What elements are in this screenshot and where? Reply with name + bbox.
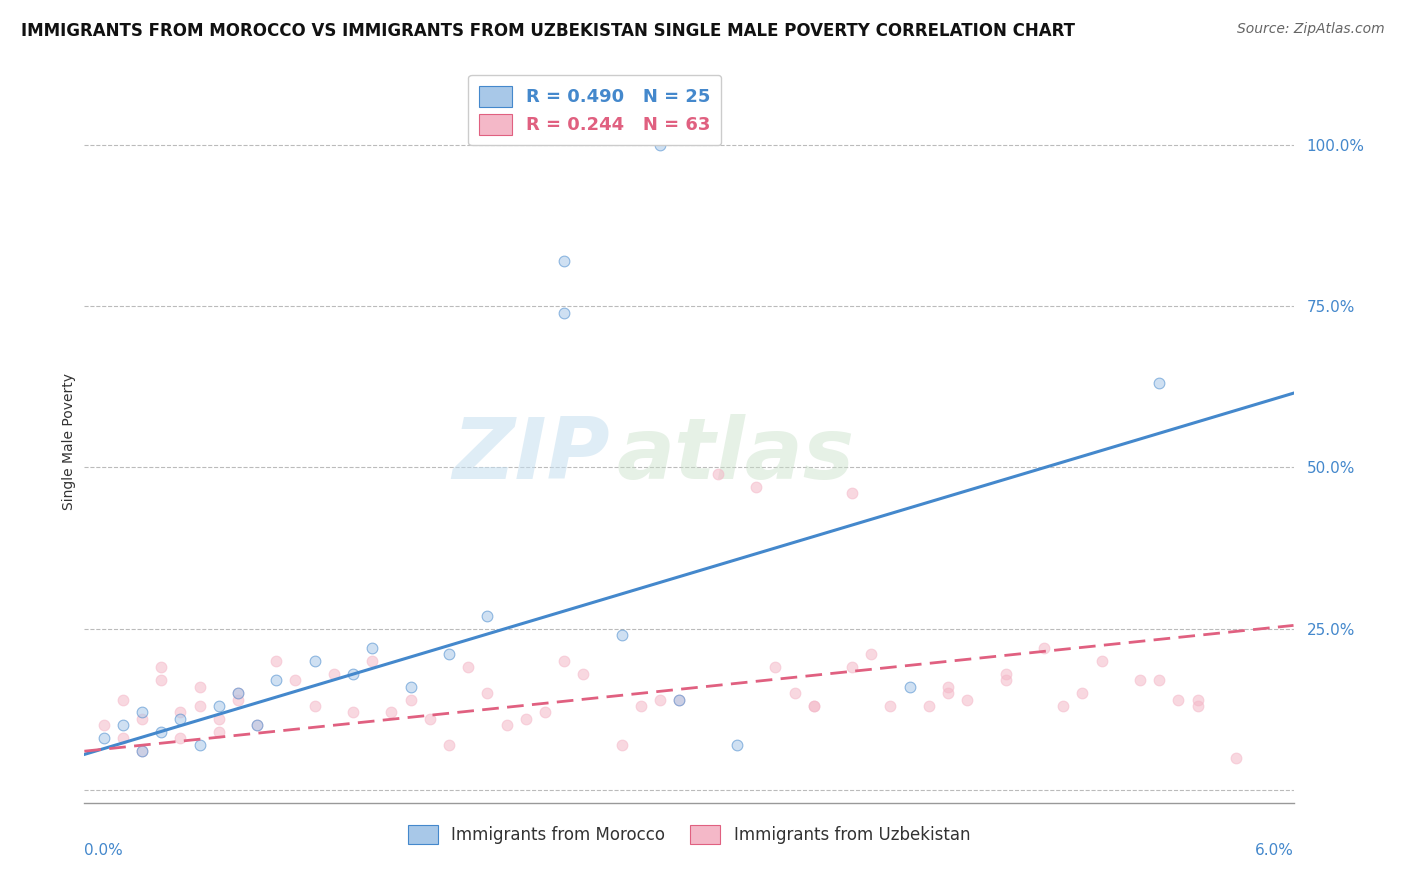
Point xyxy=(650,137,672,152)
Point xyxy=(763,660,786,674)
Point xyxy=(553,254,575,268)
Point xyxy=(246,718,269,732)
Point xyxy=(111,731,134,746)
Point xyxy=(208,724,231,739)
Point xyxy=(650,692,672,706)
Point xyxy=(841,660,863,674)
Point xyxy=(111,718,134,732)
Point xyxy=(322,666,344,681)
Point xyxy=(169,712,191,726)
Point xyxy=(188,680,211,694)
Point xyxy=(553,305,575,319)
Point xyxy=(477,686,499,700)
Point xyxy=(266,673,288,688)
Text: ZIP: ZIP xyxy=(453,415,610,498)
Point xyxy=(246,718,269,732)
Point xyxy=(457,660,479,674)
Point xyxy=(1147,673,1170,688)
Point xyxy=(284,673,307,688)
Point xyxy=(111,692,134,706)
Point xyxy=(437,648,460,662)
Point xyxy=(783,686,806,700)
Y-axis label: Single Male Poverty: Single Male Poverty xyxy=(62,373,76,510)
Point xyxy=(610,738,633,752)
Point xyxy=(803,699,825,714)
Point xyxy=(169,731,191,746)
Point xyxy=(879,699,901,714)
Text: 0.0%: 0.0% xyxy=(84,843,124,857)
Point xyxy=(1071,686,1094,700)
Point xyxy=(361,640,384,655)
Point xyxy=(208,712,231,726)
Point xyxy=(918,699,941,714)
Legend: Immigrants from Morocco, Immigrants from Uzbekistan: Immigrants from Morocco, Immigrants from… xyxy=(399,816,979,852)
Text: atlas: atlas xyxy=(616,415,855,498)
Point xyxy=(131,712,153,726)
Point xyxy=(1187,699,1209,714)
Point xyxy=(803,699,825,714)
Point xyxy=(304,699,326,714)
Point xyxy=(994,673,1017,688)
Point xyxy=(1147,376,1170,391)
Text: 6.0%: 6.0% xyxy=(1254,843,1294,857)
Point xyxy=(150,660,173,674)
Point xyxy=(495,718,517,732)
Point xyxy=(956,692,979,706)
Text: IMMIGRANTS FROM MOROCCO VS IMMIGRANTS FROM UZBEKISTAN SINGLE MALE POVERTY CORREL: IMMIGRANTS FROM MOROCCO VS IMMIGRANTS FR… xyxy=(21,22,1076,40)
Point xyxy=(342,666,364,681)
Point xyxy=(1090,654,1112,668)
Point xyxy=(572,666,595,681)
Point xyxy=(380,706,402,720)
Point xyxy=(226,686,249,700)
Point xyxy=(226,692,249,706)
Point xyxy=(936,686,959,700)
Point xyxy=(668,692,690,706)
Point xyxy=(1225,750,1247,764)
Point xyxy=(515,712,537,726)
Point xyxy=(361,654,384,668)
Point xyxy=(1033,640,1056,655)
Point xyxy=(304,654,326,668)
Point xyxy=(630,699,652,714)
Point xyxy=(131,706,153,720)
Point xyxy=(208,699,231,714)
Point xyxy=(226,686,249,700)
Point xyxy=(477,608,499,623)
Point xyxy=(860,648,883,662)
Point xyxy=(169,706,191,720)
Point xyxy=(399,692,422,706)
Point xyxy=(93,731,115,746)
Point xyxy=(419,712,441,726)
Point xyxy=(150,724,173,739)
Point xyxy=(131,744,153,758)
Point xyxy=(150,673,173,688)
Point xyxy=(841,486,863,500)
Point xyxy=(1187,692,1209,706)
Point xyxy=(725,738,748,752)
Point xyxy=(534,706,557,720)
Point xyxy=(1052,699,1074,714)
Point xyxy=(266,654,288,668)
Point xyxy=(437,738,460,752)
Text: Source: ZipAtlas.com: Source: ZipAtlas.com xyxy=(1237,22,1385,37)
Point xyxy=(898,680,921,694)
Point xyxy=(936,680,959,694)
Point xyxy=(994,666,1017,681)
Point xyxy=(188,738,211,752)
Point xyxy=(745,480,768,494)
Point xyxy=(188,699,211,714)
Point xyxy=(399,680,422,694)
Point xyxy=(1167,692,1189,706)
Point xyxy=(610,628,633,642)
Point xyxy=(1129,673,1152,688)
Point xyxy=(131,744,153,758)
Point xyxy=(553,654,575,668)
Point xyxy=(668,692,690,706)
Point xyxy=(342,706,364,720)
Point xyxy=(706,467,728,481)
Point xyxy=(93,718,115,732)
